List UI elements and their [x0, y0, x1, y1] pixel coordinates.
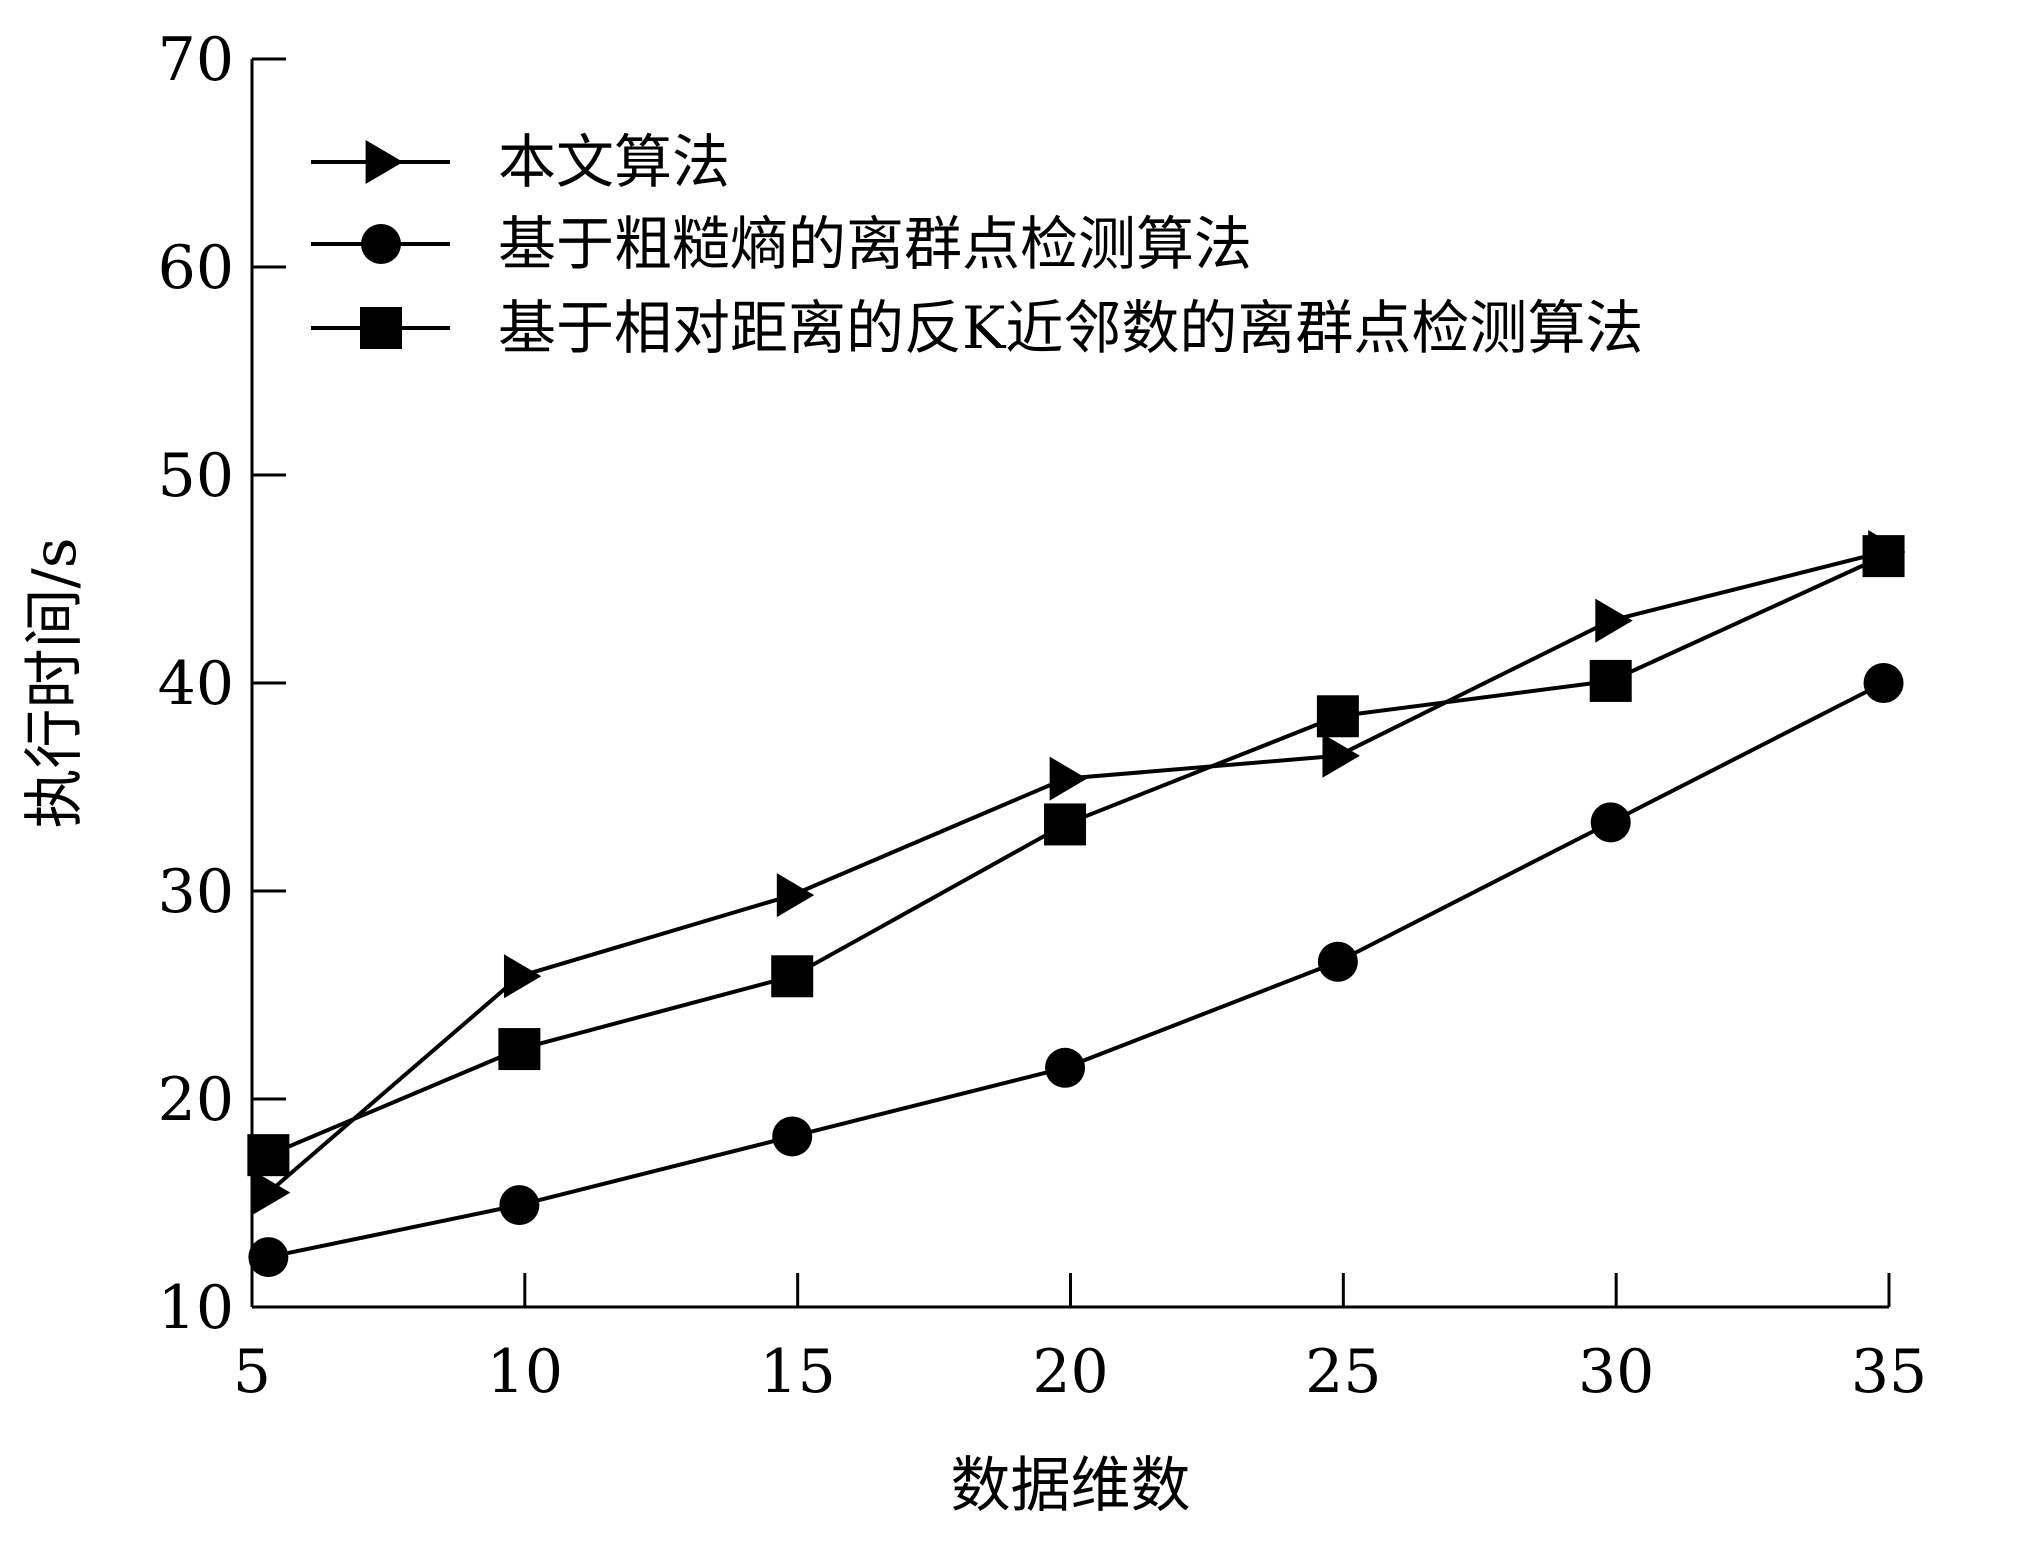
legend-label-square: 基于相对距离的反K近邻数的离群点检测算法	[498, 294, 1643, 362]
data-point-square	[1316, 695, 1359, 738]
x-tick-label: 20	[1032, 1337, 1108, 1407]
x-tick-label: 35	[1851, 1337, 1927, 1407]
x-tick-label: 10	[487, 1337, 563, 1407]
data-point-circle	[499, 1185, 540, 1226]
data-point-triangle	[1049, 756, 1088, 801]
series-markers	[247, 529, 1906, 1278]
data-point-circle	[248, 1237, 289, 1278]
data-point-triangle	[1595, 598, 1633, 643]
data-point-circle	[1863, 663, 1904, 703]
data-point-triangle	[1322, 733, 1360, 778]
data-point-triangle	[252, 1170, 291, 1215]
y-tick-label: 10	[158, 1273, 234, 1343]
x-axis-title: 数据维数	[951, 1451, 1191, 1521]
x-tick-label: 15	[759, 1337, 835, 1407]
y-tick-label: 30	[158, 857, 234, 927]
data-point-triangle	[776, 873, 815, 918]
data-point-circle	[1317, 941, 1358, 982]
data-point-square	[247, 1134, 290, 1177]
data-point-circle	[1045, 1047, 1086, 1088]
legend-marker-triangle	[365, 140, 403, 184]
y-tick-label: 50	[158, 441, 234, 511]
data-point-square	[1044, 803, 1087, 846]
data-point-square	[771, 955, 814, 998]
data-point-circle	[1590, 802, 1631, 843]
series-line-triangle	[267, 550, 1885, 1195]
data-point-square	[1862, 535, 1905, 578]
series-lines	[267, 550, 1885, 1260]
x-tick-label: 5	[233, 1337, 271, 1407]
x-tick-label: 25	[1305, 1337, 1381, 1407]
y-tick-label: 40	[158, 649, 234, 719]
data-point-square	[1589, 659, 1632, 702]
data-point-square	[498, 1028, 541, 1071]
y-axis-title: 执行时间/s	[20, 537, 90, 828]
y-tick-label: 70	[158, 25, 234, 95]
y-tick-label: 20	[158, 1065, 234, 1135]
legend-label-triangle: 本文算法	[498, 128, 730, 196]
legend-label-circle: 基于粗糙熵的离群点检测算法	[498, 210, 1252, 278]
y-tick-label: 60	[158, 233, 234, 303]
data-point-triangle	[503, 954, 542, 999]
legend-marker-circle	[361, 224, 401, 264]
data-point-circle	[772, 1116, 813, 1157]
legend-marker-square	[360, 307, 402, 349]
x-tick-label: 30	[1578, 1337, 1654, 1407]
